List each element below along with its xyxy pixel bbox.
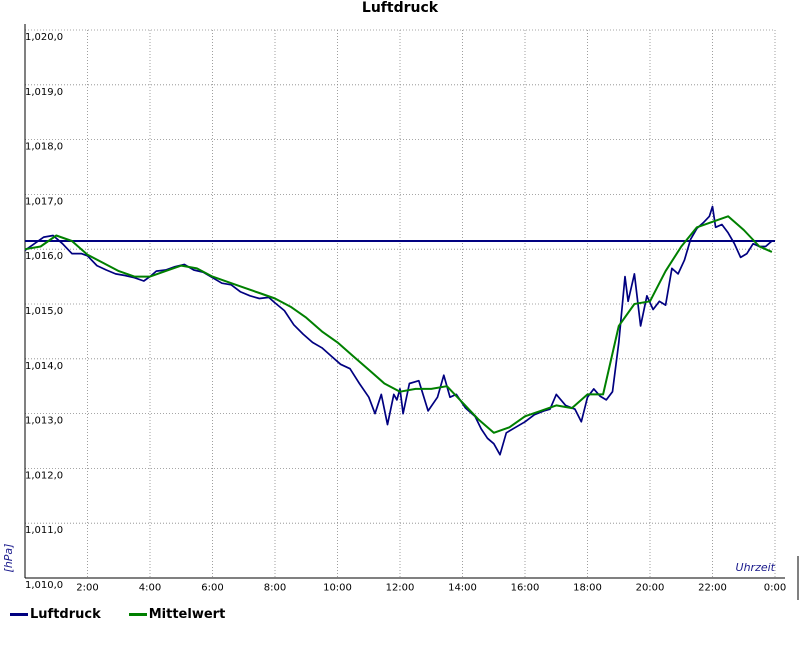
x-tick-label: 18:00: [573, 582, 602, 593]
legend-swatch-luftdruck: [10, 613, 28, 616]
y-tick-label: 1,014,0: [25, 361, 63, 372]
x-tick-label: 2:00: [76, 582, 98, 593]
x-tick-label: 0:00: [764, 582, 786, 593]
legend-item-luftdruck: Luftdruck: [10, 607, 101, 622]
series-line-luftdruck: [24, 205, 773, 456]
axes: [24, 24, 799, 600]
series-line-mittelwert: [24, 215, 773, 434]
legend-label-mittelwert: Mittelwert: [148, 607, 226, 622]
tick-labels: 1,010,0 1,011,0 1,012,0 1,013,0 1,014,0 1,015…: [25, 32, 786, 593]
y-tick-label: 1,017,0: [25, 196, 63, 207]
x-tick-label: 20:00: [636, 582, 665, 593]
x-tick-label: 14:00: [448, 582, 477, 593]
legend-label-luftdruck: Luftdruck: [30, 607, 101, 622]
legend-item-mittelwert: Mittelwert: [128, 607, 226, 622]
y-tick-label: 1,011,0: [25, 525, 63, 536]
x-tick-label: 8:00: [264, 582, 286, 593]
legend-swatch-mittelwert: [128, 613, 147, 616]
y-tick-label: 1,016,0: [25, 251, 63, 262]
x-tick-label: 16:00: [511, 582, 540, 593]
y-tick-label: 1,010,0: [25, 580, 63, 591]
x-tick-label: 12:00: [386, 582, 415, 593]
x-axis-title: Uhrzeit: [736, 561, 776, 574]
y-tick-label: 1,012,0: [25, 470, 63, 481]
legend: Luftdruck Mittelwert: [10, 607, 225, 622]
y-tick-label: 1,018,0: [25, 142, 63, 153]
y-tick-label: 1,020,0: [25, 32, 63, 43]
y-tick-label: 1,015,0: [25, 306, 63, 317]
y-tick-label: 1,013,0: [25, 416, 63, 427]
x-tick-label: 6:00: [201, 582, 223, 593]
x-tick-label: 22:00: [698, 582, 727, 593]
chart-title: Luftdruck: [362, 0, 439, 16]
x-tick-label: 10:00: [323, 582, 352, 593]
y-tick-label: 1,019,0: [25, 87, 63, 98]
series-lines: [24, 205, 773, 456]
x-tick-label: 4:00: [139, 582, 161, 593]
y-axis-title: [hPa]: [2, 544, 15, 573]
